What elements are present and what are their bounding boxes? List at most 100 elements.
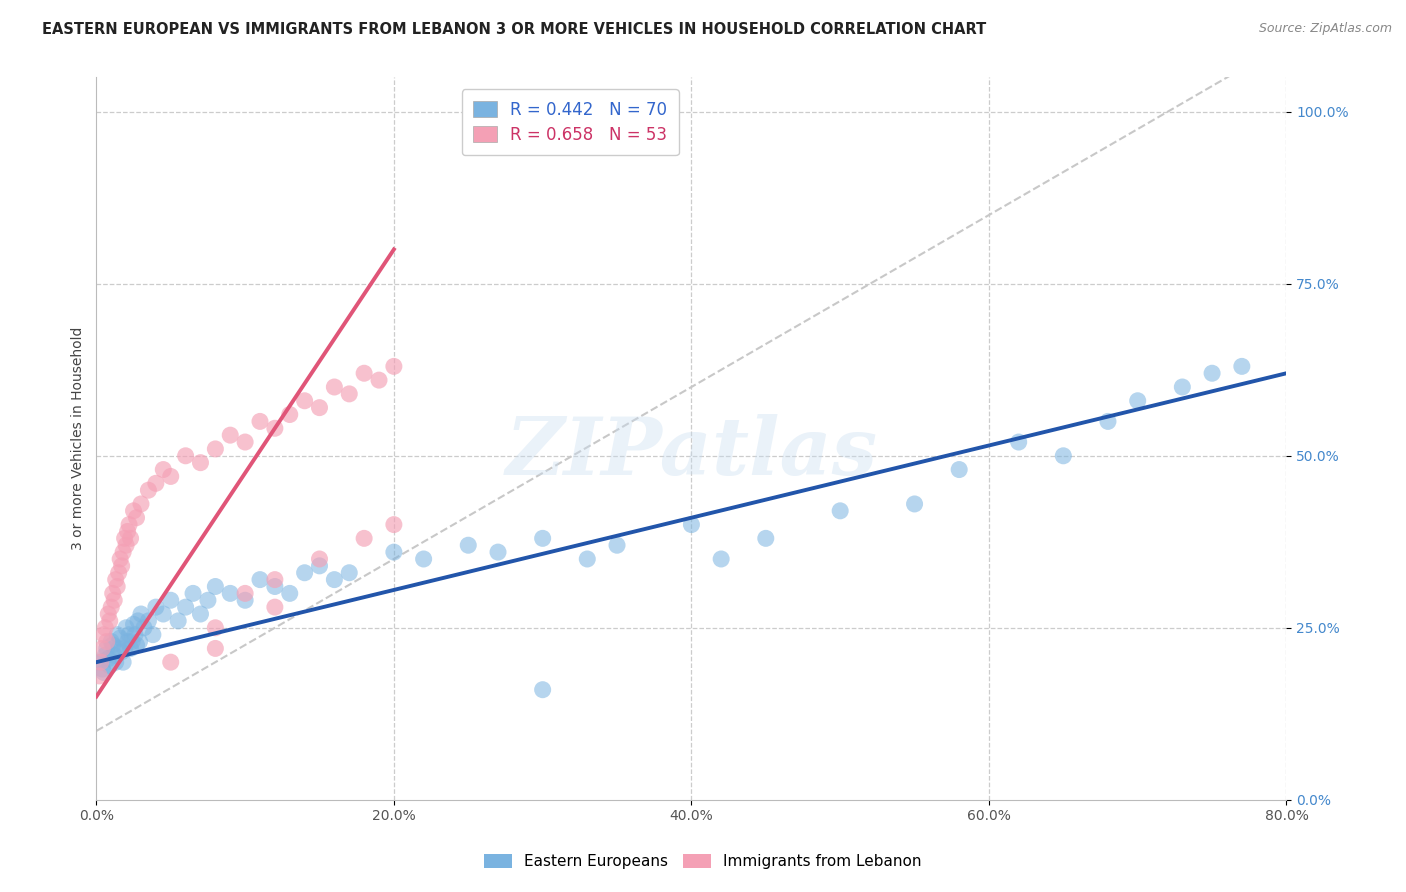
- Point: [1230, 359, 1253, 374]
- Point: [412, 552, 434, 566]
- Point: [93, 665, 115, 680]
- Point: [263, 573, 285, 587]
- Point: [152, 607, 174, 621]
- Text: EASTERN EUROPEAN VS IMMIGRANTS FROM LEBANON 3 OR MORE VEHICLES IN HOUSEHOLD CORR: EASTERN EUROPEAN VS IMMIGRANTS FROM LEBA…: [42, 22, 987, 37]
- Point: [219, 586, 242, 600]
- Point: [323, 573, 346, 587]
- Point: [121, 634, 143, 648]
- Point: [94, 648, 117, 663]
- Point: [117, 634, 139, 648]
- Point: [152, 462, 174, 476]
- Point: [368, 373, 391, 387]
- Point: [91, 641, 114, 656]
- Point: [1171, 380, 1194, 394]
- Point: [249, 573, 271, 587]
- Point: [353, 532, 375, 546]
- Point: [190, 456, 212, 470]
- Point: [98, 658, 121, 673]
- Point: [606, 538, 628, 552]
- Point: [531, 532, 554, 546]
- Point: [382, 517, 405, 532]
- Point: [830, 504, 852, 518]
- Point: [1052, 449, 1074, 463]
- Legend: R = 0.442   N = 70, R = 0.658   N = 53: R = 0.442 N = 70, R = 0.658 N = 53: [461, 89, 679, 155]
- Point: [122, 617, 145, 632]
- Point: [127, 614, 149, 628]
- Point: [197, 593, 219, 607]
- Point: [755, 532, 778, 546]
- Point: [308, 558, 330, 573]
- Point: [97, 607, 120, 621]
- Point: [204, 641, 226, 656]
- Point: [114, 641, 136, 656]
- Point: [204, 621, 226, 635]
- Point: [104, 573, 127, 587]
- Point: [120, 532, 142, 546]
- Point: [263, 580, 285, 594]
- Point: [145, 476, 167, 491]
- Point: [111, 558, 134, 573]
- Point: [219, 428, 242, 442]
- Point: [233, 586, 256, 600]
- Point: [96, 641, 118, 656]
- Point: [93, 627, 115, 641]
- Point: [174, 600, 197, 615]
- Point: [104, 655, 127, 669]
- Point: [125, 510, 148, 524]
- Point: [105, 580, 128, 594]
- Point: [115, 621, 138, 635]
- Point: [1008, 435, 1031, 450]
- Point: [681, 517, 703, 532]
- Point: [101, 638, 124, 652]
- Point: [112, 655, 135, 669]
- Point: [294, 566, 316, 580]
- Point: [190, 607, 212, 621]
- Point: [114, 532, 136, 546]
- Point: [181, 586, 204, 600]
- Point: [122, 504, 145, 518]
- Point: [159, 469, 181, 483]
- Point: [1097, 414, 1119, 428]
- Point: [118, 517, 141, 532]
- Text: ZIPatlas: ZIPatlas: [505, 414, 877, 491]
- Text: Source: ZipAtlas.com: Source: ZipAtlas.com: [1258, 22, 1392, 36]
- Point: [337, 387, 360, 401]
- Point: [101, 586, 124, 600]
- Point: [145, 600, 167, 615]
- Point: [142, 627, 165, 641]
- Point: [382, 359, 405, 374]
- Point: [91, 662, 114, 676]
- Point: [233, 435, 256, 450]
- Point: [138, 614, 160, 628]
- Point: [128, 634, 150, 648]
- Point: [98, 614, 121, 628]
- Point: [159, 593, 181, 607]
- Point: [112, 545, 135, 559]
- Point: [294, 393, 316, 408]
- Point: [323, 380, 346, 394]
- Point: [107, 641, 129, 656]
- Point: [710, 552, 733, 566]
- Point: [204, 442, 226, 456]
- Point: [1126, 393, 1149, 408]
- Point: [100, 634, 122, 648]
- Point: [124, 627, 146, 641]
- Point: [263, 421, 285, 435]
- Point: [576, 552, 599, 566]
- Point: [233, 593, 256, 607]
- Point: [117, 524, 139, 539]
- Point: [90, 655, 112, 669]
- Point: [115, 538, 138, 552]
- Point: [486, 545, 509, 559]
- Point: [337, 566, 360, 580]
- Point: [105, 627, 128, 641]
- Point: [353, 366, 375, 380]
- Legend: Eastern Europeans, Immigrants from Lebanon: Eastern Europeans, Immigrants from Leban…: [478, 848, 928, 875]
- Point: [159, 655, 181, 669]
- Point: [111, 645, 134, 659]
- Point: [263, 600, 285, 615]
- Point: [903, 497, 925, 511]
- Point: [90, 655, 112, 669]
- Point: [89, 669, 111, 683]
- Point: [948, 462, 970, 476]
